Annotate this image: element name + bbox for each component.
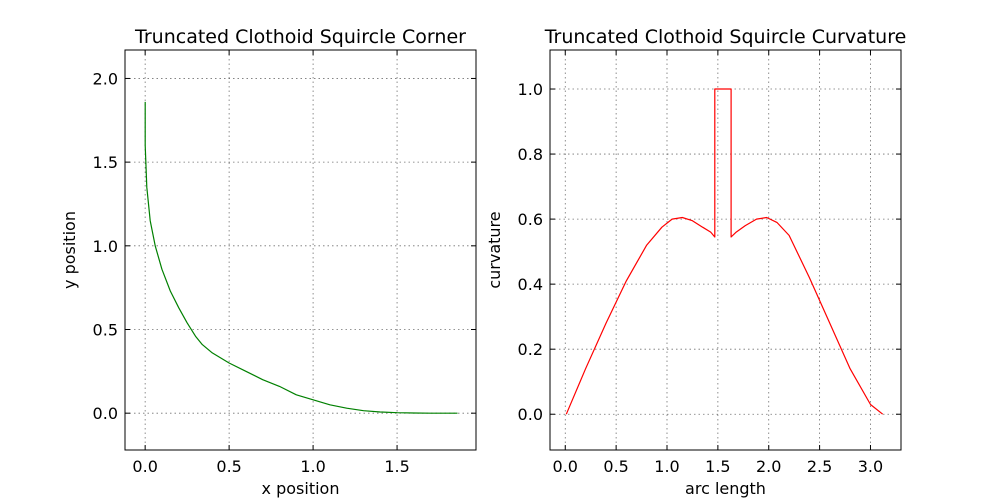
plot-frame — [124, 49, 477, 451]
y-tick-label: 1.5 — [93, 153, 118, 172]
series-line — [565, 88, 884, 415]
x-tick-label: 2.5 — [807, 457, 832, 476]
chart-title: Truncated Clothoid Squircle Corner — [134, 26, 466, 48]
y-tick-label: 0.0 — [518, 405, 543, 424]
y-tick-label: 0.6 — [518, 210, 543, 229]
y-tick-label: 0.4 — [518, 275, 543, 294]
y-axis-label: y position — [60, 211, 79, 289]
chart-title: Truncated Clothoid Squircle Curvature — [544, 26, 907, 48]
x-tick-label: 0.0 — [553, 457, 578, 476]
y-tick-label: 1.0 — [93, 237, 118, 256]
x-tick-label: 3.0 — [858, 457, 883, 476]
x-tick-label: 2.0 — [756, 457, 781, 476]
x-axis-label: arc length — [685, 479, 766, 498]
x-tick-label: 0.5 — [603, 457, 628, 476]
x-tick-label: 0.0 — [132, 457, 157, 476]
y-tick-label: 0.5 — [93, 320, 118, 339]
x-tick-label: 0.5 — [216, 457, 241, 476]
curvature-plot: Truncated Clothoid Squircle Curvature ar… — [485, 26, 906, 498]
series-line — [144, 101, 458, 414]
y-axis-label: curvature — [485, 211, 504, 288]
x-tick-label: 1.5 — [384, 457, 409, 476]
y-tick-label: 0.2 — [518, 340, 543, 359]
corner-plot: Truncated Clothoid Squircle Corner x pos… — [60, 26, 477, 498]
y-tick-label: 0.0 — [93, 404, 118, 423]
y-tick-label: 0.8 — [518, 145, 543, 164]
plot-frame — [549, 49, 902, 451]
x-axis-label: x position — [262, 479, 340, 498]
y-tick-label: 2.0 — [93, 69, 118, 88]
x-tick-label: 1.0 — [300, 457, 325, 476]
x-tick-label: 1.0 — [654, 457, 679, 476]
x-tick-label: 1.5 — [705, 457, 730, 476]
y-tick-label: 1.0 — [518, 80, 543, 99]
